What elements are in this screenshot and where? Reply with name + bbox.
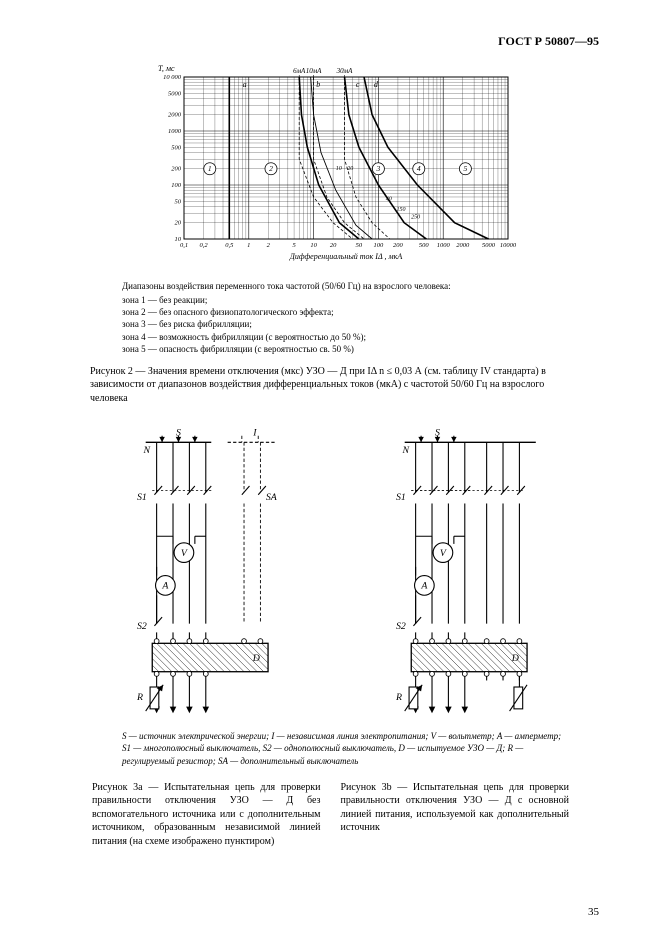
legend-item: зона 3 — без риска фибрилляции;: [122, 318, 579, 330]
svg-text:R: R: [136, 692, 143, 703]
svg-text:N: N: [401, 446, 410, 457]
svg-text:V: V: [181, 548, 188, 559]
svg-text:5000: 5000: [168, 90, 182, 97]
legend-item: зона 1 — без реакции;: [122, 294, 579, 306]
svg-text:500: 500: [171, 144, 182, 151]
svg-text:A: A: [420, 581, 428, 592]
svg-text:2000: 2000: [456, 242, 470, 249]
svg-text:20: 20: [329, 242, 336, 249]
svg-text:5000: 5000: [481, 242, 495, 249]
diagram-3b: S N S1 V A S2 D R: [361, 427, 580, 722]
svg-text:3: 3: [375, 164, 380, 173]
svg-text:250: 250: [411, 214, 420, 220]
svg-text:N: N: [143, 446, 152, 457]
svg-text:10мА: 10мА: [305, 67, 321, 75]
svg-text:1: 1: [247, 242, 250, 249]
svg-text:0,5: 0,5: [225, 242, 234, 249]
svg-text:2: 2: [266, 242, 270, 249]
svg-text:2: 2: [269, 164, 273, 173]
svg-text:1: 1: [207, 164, 211, 173]
svg-text:1000: 1000: [436, 242, 450, 249]
svg-text:0,1: 0,1: [179, 242, 187, 249]
figure-2-chart: 10 20 50 100 200 500 1000 2000 5000 10 000 0,1 0,2 0…: [136, 59, 526, 274]
svg-text:500: 500: [418, 242, 429, 249]
svg-text:6мА: 6мА: [293, 67, 306, 75]
svg-text:V: V: [439, 548, 446, 559]
svg-text:I: I: [252, 428, 257, 439]
svg-text:0,2: 0,2: [199, 242, 208, 249]
diagram-3a: S I N S1 SA V A S2 D R: [102, 427, 321, 722]
svg-text:5: 5: [292, 242, 296, 249]
svg-text:4: 4: [416, 164, 420, 173]
page-number: 35: [588, 906, 599, 918]
svg-text:10000: 10000: [499, 242, 516, 249]
doc-header: ГОСТ Р 50807—95: [62, 34, 599, 49]
svg-text:100: 100: [171, 182, 182, 189]
svg-text:S2: S2: [395, 621, 405, 632]
chart-legend: Диапазоны воздействия переменного тока ч…: [122, 280, 579, 355]
diagram-notes: S — источник электрической энергии; I — …: [122, 730, 569, 766]
legend-item: зона 5 — опасность фибрилляции (с вероят…: [122, 343, 579, 355]
svg-text:150: 150: [396, 207, 405, 213]
svg-text:50: 50: [355, 242, 362, 249]
svg-text:200: 200: [393, 242, 404, 249]
svg-text:S1: S1: [395, 493, 405, 504]
svg-text:40: 40: [385, 195, 391, 202]
svg-text:200: 200: [171, 166, 182, 173]
figure-3b-caption: Рисунок 3b — Испытательная цепь для пров…: [341, 781, 570, 849]
svg-text:10: 10: [335, 166, 341, 172]
svg-text:a: a: [242, 80, 246, 89]
svg-text:5: 5: [463, 164, 467, 173]
svg-text:10 000: 10 000: [163, 74, 182, 81]
legend-item: зона 2 — без опасного физиопатологическо…: [122, 306, 579, 318]
svg-text:S1: S1: [137, 493, 147, 504]
svg-text:T, мс: T, мс: [158, 64, 175, 73]
svg-text:Дифференциальный ток IΔ , мкА: Дифференциальный ток IΔ , мкА: [288, 252, 402, 261]
svg-text:R: R: [394, 692, 401, 703]
svg-text:10: 10: [310, 242, 317, 249]
svg-text:50: 50: [174, 198, 181, 205]
svg-text:20: 20: [347, 166, 353, 172]
figure-2-caption: Рисунок 2 — Значения времени отключения …: [90, 365, 561, 406]
svg-text:S: S: [435, 428, 440, 439]
svg-text:100: 100: [373, 242, 384, 249]
legend-intro: Диапазоны воздействия переменного тока ч…: [122, 280, 579, 292]
svg-text:S2: S2: [137, 621, 147, 632]
svg-text:2000: 2000: [168, 112, 182, 119]
svg-text:b: b: [316, 80, 320, 89]
svg-text:S: S: [176, 428, 181, 439]
svg-text:D: D: [510, 653, 518, 664]
svg-text:30мА: 30мА: [335, 67, 352, 75]
figure-3-diagrams: S I N S1 SA V A S2 D R S N S1 V A S2 D R: [102, 427, 579, 722]
svg-text:D: D: [252, 653, 260, 664]
figure-3a-caption: Рисунок 3a — Испытательная цепь для пров…: [92, 781, 321, 849]
legend-item: зона 4 — возможность фибрилляции (с веро…: [122, 331, 579, 343]
svg-text:SA: SA: [266, 493, 278, 504]
svg-text:A: A: [161, 581, 169, 592]
svg-text:1000: 1000: [168, 128, 182, 135]
svg-text:20: 20: [174, 220, 181, 227]
svg-text:c: c: [355, 80, 359, 89]
svg-text:d: d: [373, 80, 378, 89]
